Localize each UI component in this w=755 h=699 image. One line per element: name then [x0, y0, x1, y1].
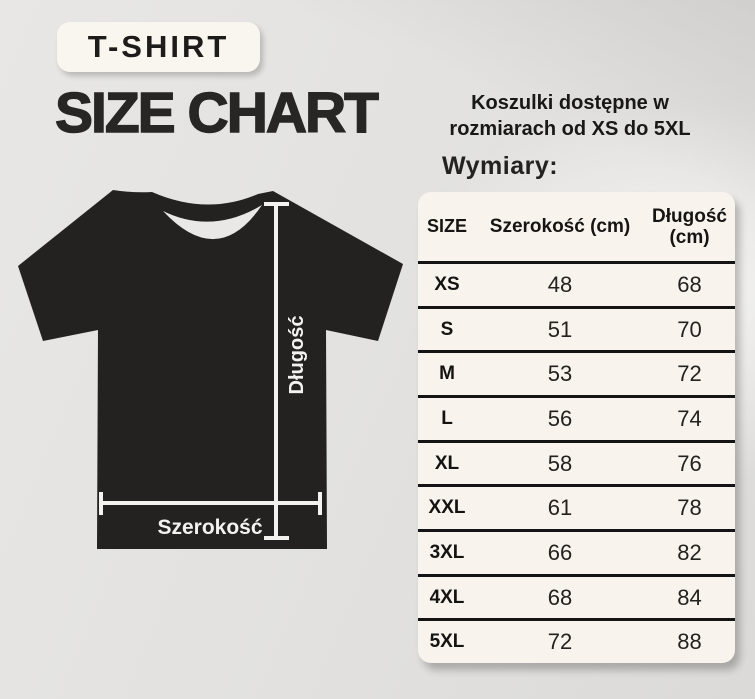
value-cell: 68	[547, 584, 573, 610]
page-title: SIZE CHART	[54, 81, 379, 145]
value-cell: 88	[677, 629, 702, 655]
table-row: L 56 74	[418, 395, 735, 440]
value-cell: 70	[677, 316, 702, 342]
column-header-length: Długość (cm)	[652, 205, 727, 248]
size-table: SIZE Szerokość (cm) Długość (cm) XS 48 68 S…	[418, 192, 735, 663]
size-table-rows: XS 48 68 S 51 70 M 53 72 L 56 74 XL 58 76 XXL 61 78 3XL 66 8…	[418, 264, 735, 663]
size-cell: S	[440, 318, 454, 340]
tshirt-diagram: Długość Szerokość	[18, 190, 403, 549]
size-cell: 5XL	[429, 631, 465, 653]
value-cell: 51	[547, 316, 573, 342]
value-cell: 82	[677, 539, 702, 565]
column-header-size: SIZE	[426, 216, 467, 236]
table-row: XS 48 68	[418, 264, 735, 306]
size-cell: 4XL	[429, 586, 465, 608]
product-badge: T-SHIRT	[57, 22, 260, 72]
availability-note-line1: Koszulki dostępne w	[471, 92, 669, 114]
table-row: S 51 70	[418, 305, 735, 351]
table-row: XL 58 76	[418, 439, 735, 485]
table-row: M 53 72	[418, 350, 735, 395]
tshirt-silhouette	[18, 190, 403, 549]
availability-note-line2: rozmiarach od XS do 5XL	[449, 118, 691, 140]
size-cell: XL	[434, 452, 460, 474]
value-cell: 53	[547, 361, 573, 387]
size-cell: XXL	[428, 497, 466, 519]
value-cell: 72	[677, 361, 702, 387]
size-cell: XS	[434, 273, 460, 295]
availability-note: Koszulki dostępne w rozmiarach od XS do …	[420, 90, 720, 142]
length-measure-line	[264, 202, 289, 540]
size-cell: L	[441, 407, 453, 429]
length-label: Długość	[286, 316, 308, 395]
value-cell: 68	[677, 271, 702, 297]
value-cell: 78	[677, 495, 702, 521]
value-cell: 61	[547, 495, 573, 521]
table-row: 4XL 68 84	[418, 573, 735, 619]
width-label: Szerokość	[157, 516, 262, 539]
value-cell: 76	[677, 450, 702, 476]
table-row: 3XL 66 82	[418, 529, 735, 574]
size-table-header: SIZE Szerokość (cm) Długość (cm)	[418, 192, 735, 264]
table-row: XXL 61 78	[418, 484, 735, 529]
product-badge-label: T-SHIRT	[87, 29, 230, 64]
value-cell: 56	[547, 405, 573, 431]
size-cell: M	[439, 363, 455, 385]
value-cell: 72	[547, 629, 573, 655]
value-cell: 74	[677, 405, 702, 431]
width-measure-line	[99, 492, 322, 515]
value-cell: 84	[677, 584, 702, 610]
column-header-width: Szerokość (cm)	[489, 216, 631, 237]
value-cell: 66	[547, 539, 573, 565]
table-row: 5XL 72 88	[418, 618, 735, 663]
value-cell: 48	[547, 271, 573, 297]
dimensions-heading: Wymiary:	[442, 152, 559, 180]
value-cell: 58	[547, 450, 573, 476]
size-cell: 3XL	[429, 541, 465, 563]
tshirt-neck-cutout	[163, 205, 262, 240]
